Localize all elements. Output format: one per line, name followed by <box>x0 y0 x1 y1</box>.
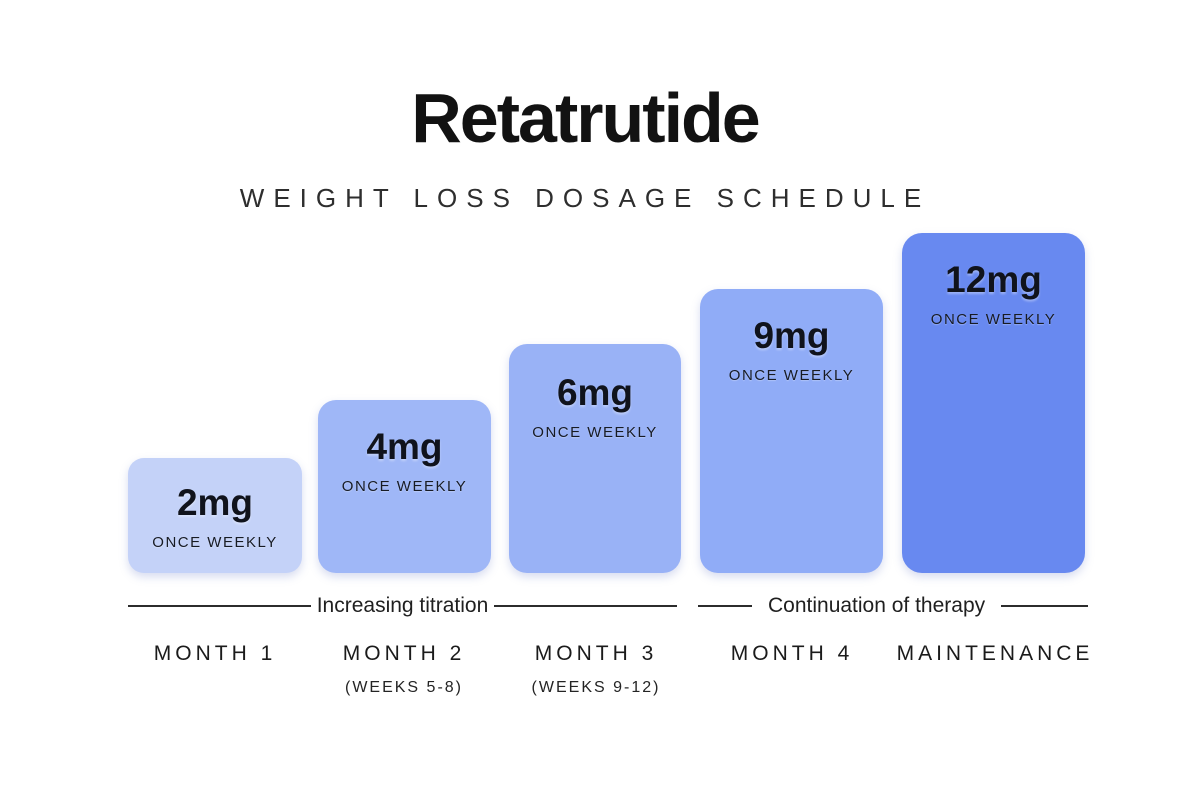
axis-label-maintenance: MAINTENANCE <box>897 642 1094 679</box>
dose-value: 4mg <box>366 426 443 467</box>
dosage-bar-12mg: 12mg ONCE WEEKLY <box>902 233 1085 573</box>
dose-value: 6mg <box>556 372 634 413</box>
month-sublabel: (WEEKS 5-8) <box>344 679 463 696</box>
phase-label-titration: Increasing titration <box>316 594 489 617</box>
axis-label-month-2: MONTH 2 (WEEKS 5-8) <box>343 642 466 697</box>
dose-value: 2mg <box>176 482 254 523</box>
dosage-bar-6mg: 6mg ONCE WEEKLY <box>509 344 681 573</box>
dosage-bar-9mg: 9mg ONCE WEEKLY <box>700 289 883 573</box>
bracket-line-right <box>1001 605 1088 607</box>
month-label: MONTH 2 <box>342 642 466 665</box>
dose-value: 9mg <box>753 315 830 356</box>
axis-label-month-4: MONTH 4 <box>731 642 854 679</box>
dose-frequency: ONCE WEEKLY <box>728 367 855 384</box>
page-title: Retatrutide <box>411 79 760 157</box>
phase-label-continuation: Continuation of therapy <box>768 594 986 617</box>
axis-label-month-1: MONTH 1 <box>154 642 277 679</box>
bracket-line-left <box>128 605 311 607</box>
phase-bracket-continuation: Continuation of therapy <box>698 594 1088 618</box>
dose-frequency: ONCE WEEKLY <box>341 478 468 495</box>
month-label: MONTH 4 <box>730 642 854 665</box>
phase-bracket-titration: Increasing titration <box>128 594 677 618</box>
month-label: MONTH 1 <box>153 642 277 665</box>
month-label: MONTH 3 <box>534 642 658 665</box>
axis-label-month-3: MONTH 3 (WEEKS 9-12) <box>532 642 661 697</box>
dose-frequency: ONCE WEEKLY <box>532 424 658 441</box>
dosage-bar-2mg: 2mg ONCE WEEKLY <box>128 458 302 573</box>
dose-value: 12mg <box>945 259 1042 300</box>
bracket-line-right <box>494 605 677 607</box>
dosage-bar-4mg: 4mg ONCE WEEKLY <box>318 400 491 573</box>
bracket-line-left <box>698 605 752 607</box>
month-label: MAINTENANCE <box>896 642 1094 665</box>
dose-frequency: ONCE WEEKLY <box>152 534 278 551</box>
month-sublabel: (WEEKS 9-12) <box>531 679 661 696</box>
dose-frequency: ONCE WEEKLY <box>930 311 1057 328</box>
page-subtitle: WEIGHT LOSS DOSAGE SCHEDULE <box>239 183 931 213</box>
